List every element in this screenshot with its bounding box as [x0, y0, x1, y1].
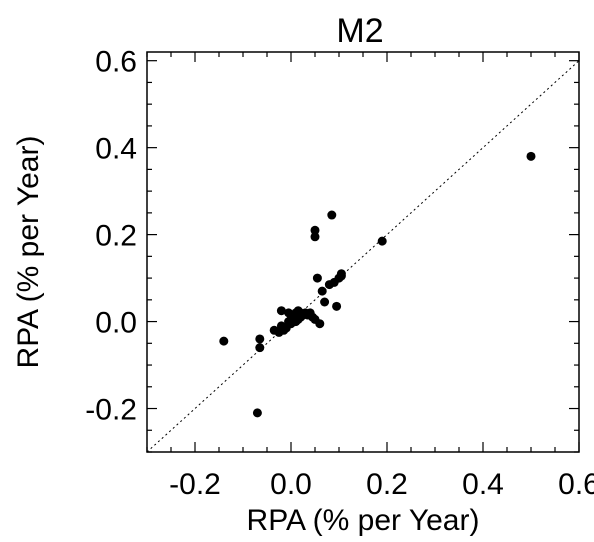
data-points — [219, 151, 536, 418]
reference-line — [146, 60, 580, 453]
data-point — [315, 319, 325, 329]
y-tick-label: 0.2 — [95, 220, 137, 253]
data-point — [327, 210, 337, 220]
y-tick-label: 0.0 — [95, 307, 137, 340]
data-point — [332, 301, 342, 311]
y-tick-label: 0.4 — [95, 133, 137, 166]
data-point — [320, 297, 330, 307]
x-tick-labels: -0.2 0.0 0.2 0.4 0.6 — [169, 468, 594, 501]
data-point — [255, 343, 265, 353]
data-point — [317, 286, 327, 296]
x-tick-label: -0.2 — [169, 468, 221, 501]
y-tick-labels: -0.2 0.0 0.2 0.4 0.6 — [85, 46, 137, 427]
y-tick-label: -0.2 — [85, 394, 137, 427]
x-tick-label: 0.2 — [366, 468, 408, 501]
plot-frame — [146, 51, 580, 453]
x-tick-label: 0.6 — [558, 468, 594, 501]
data-point — [276, 321, 286, 331]
data-point — [252, 408, 262, 418]
x-tick-label: 0.0 — [270, 468, 312, 501]
x-axis-label: RPA (% per Year) — [247, 504, 480, 537]
data-point — [526, 151, 536, 161]
data-point — [310, 232, 320, 242]
axis-ticks — [146, 52, 580, 453]
data-point — [293, 306, 303, 316]
data-point — [336, 271, 346, 281]
data-point — [312, 273, 322, 283]
data-point — [255, 334, 265, 344]
data-point — [276, 306, 286, 316]
y-axis-label: RPA (% per Year) — [12, 136, 45, 369]
chart-title: M2 — [336, 12, 383, 50]
y-tick-label: 0.6 — [95, 46, 137, 79]
data-point — [284, 317, 294, 327]
data-point — [377, 236, 387, 246]
data-point — [219, 336, 229, 346]
data-point — [310, 225, 320, 235]
x-tick-label: 0.4 — [462, 468, 504, 501]
